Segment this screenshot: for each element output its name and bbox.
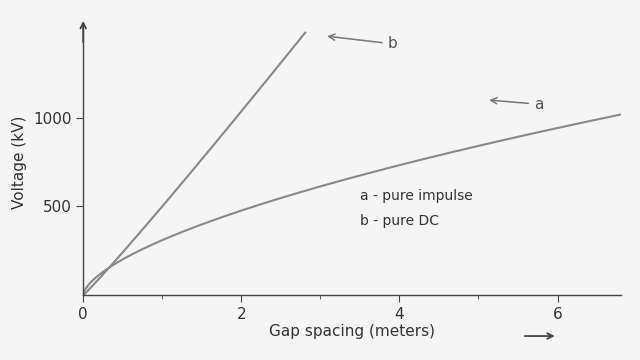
- Text: b - pure DC: b - pure DC: [360, 213, 439, 228]
- Text: b: b: [329, 34, 397, 51]
- Text: a: a: [491, 97, 543, 112]
- Text: a - pure impulse: a - pure impulse: [360, 189, 473, 203]
- Y-axis label: Voltage (kV): Voltage (kV): [12, 115, 28, 209]
- Text: Gap spacing (meters): Gap spacing (meters): [269, 324, 435, 339]
